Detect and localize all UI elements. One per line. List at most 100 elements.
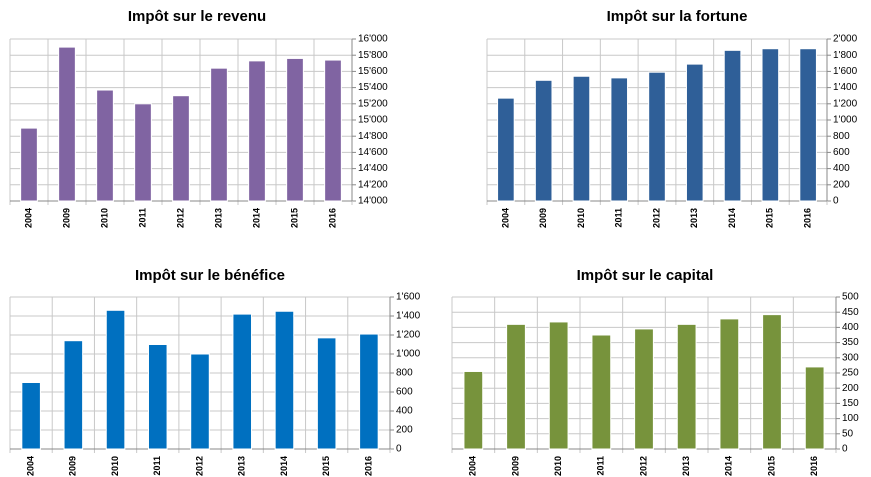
y-tick-label: 1'400 xyxy=(833,82,858,93)
x-tick-label: 2016 xyxy=(809,456,819,476)
x-tick-label: 2015 xyxy=(766,456,776,476)
x-tick-label: 2011 xyxy=(137,208,147,228)
x-tick-label: 2014 xyxy=(727,208,737,228)
bar xyxy=(134,103,152,202)
x-tick-label: 2010 xyxy=(553,456,563,476)
bar xyxy=(762,314,782,450)
y-tick-label: 0 xyxy=(842,444,848,455)
x-tick-label: 2004 xyxy=(25,456,35,476)
x-tick-label: 2011 xyxy=(152,456,162,476)
y-tick-label: 0 xyxy=(833,196,839,207)
y-tick-label: 1'600 xyxy=(396,292,421,303)
bar xyxy=(548,321,569,450)
bar xyxy=(534,79,553,202)
x-tick-label: 2014 xyxy=(279,456,289,476)
bar xyxy=(799,48,817,202)
x-tick-label: 2012 xyxy=(194,456,204,476)
x-tick-label: 2012 xyxy=(651,208,661,228)
y-tick-label: 400 xyxy=(833,163,850,174)
x-tick-label: 2013 xyxy=(681,456,691,476)
y-tick-label: 400 xyxy=(842,322,859,333)
y-tick-label: 14'200 xyxy=(358,179,388,190)
bar xyxy=(359,333,379,450)
y-tick-label: 15'800 xyxy=(358,50,388,61)
x-tick-label: 2011 xyxy=(614,208,624,228)
y-tick-label: 200 xyxy=(396,425,413,436)
y-tick-label: 0 xyxy=(396,444,402,455)
y-tick-label: 1'000 xyxy=(833,115,858,126)
y-tick-label: 15'600 xyxy=(358,66,388,77)
y-tick-label: 1'600 xyxy=(833,66,858,77)
x-tick-label: 2013 xyxy=(213,208,223,228)
y-tick-label: 800 xyxy=(833,131,850,142)
chart-title: Impôt sur la fortune xyxy=(607,8,748,25)
bar xyxy=(96,89,114,202)
y-tick-label: 600 xyxy=(833,147,850,158)
x-tick-label: 2010 xyxy=(576,208,586,228)
bar xyxy=(723,49,742,202)
bar xyxy=(58,46,76,202)
y-tick-label: 1'000 xyxy=(396,349,421,360)
x-tick-label: 2009 xyxy=(68,456,78,476)
bar xyxy=(685,63,704,202)
bar xyxy=(591,334,612,450)
y-tick-label: 2'000 xyxy=(833,34,858,45)
bar xyxy=(63,340,84,450)
x-tick-label: 2015 xyxy=(289,208,299,228)
x-tick-label: 2009 xyxy=(538,208,548,228)
chart-title: Impôt sur le bénéfice xyxy=(135,267,285,284)
bar xyxy=(20,127,38,202)
x-tick-label: 2013 xyxy=(237,456,247,476)
x-tick-label: 2009 xyxy=(510,456,520,476)
bar xyxy=(572,75,591,202)
x-tick-label: 2015 xyxy=(765,208,775,228)
x-tick-label: 2013 xyxy=(689,208,699,228)
x-tick-label: 2016 xyxy=(802,208,812,228)
y-tick-label: 150 xyxy=(842,398,859,409)
bar xyxy=(210,67,228,202)
y-tick-label: 250 xyxy=(842,368,859,379)
bar xyxy=(147,344,168,450)
bar xyxy=(105,309,126,450)
x-tick-label: 2004 xyxy=(468,456,478,476)
y-tick-label: 14'400 xyxy=(358,163,388,174)
y-tick-label: 16'000 xyxy=(358,34,388,45)
bar xyxy=(21,382,41,450)
x-tick-label: 2014 xyxy=(724,456,734,476)
bar xyxy=(324,59,342,202)
y-tick-label: 200 xyxy=(842,383,859,394)
y-tick-label: 15'200 xyxy=(358,98,388,109)
bar xyxy=(497,97,515,202)
x-tick-label: 2010 xyxy=(99,208,109,228)
y-tick-label: 15'400 xyxy=(358,82,388,93)
y-tick-label: 800 xyxy=(396,368,413,379)
bar xyxy=(761,48,780,202)
bar xyxy=(286,57,304,202)
x-tick-label: 2009 xyxy=(61,208,71,228)
bar xyxy=(610,77,629,202)
y-tick-label: 100 xyxy=(842,413,859,424)
bar xyxy=(248,60,266,202)
bar xyxy=(463,370,484,450)
bar xyxy=(719,318,740,450)
y-tick-label: 450 xyxy=(842,307,859,318)
x-tick-label: 2012 xyxy=(175,208,185,228)
bar xyxy=(648,71,666,202)
bar xyxy=(172,95,190,202)
chart-title: Impôt sur le capital xyxy=(577,267,714,284)
x-tick-label: 2014 xyxy=(251,208,261,228)
y-tick-label: 400 xyxy=(396,406,413,417)
x-tick-label: 2011 xyxy=(596,456,606,476)
bar xyxy=(676,323,697,450)
y-tick-label: 1'200 xyxy=(396,330,421,341)
x-tick-label: 2016 xyxy=(327,208,337,228)
x-tick-label: 2012 xyxy=(638,456,648,476)
x-tick-label: 2010 xyxy=(110,456,120,476)
y-tick-label: 1'400 xyxy=(396,311,421,322)
y-tick-label: 500 xyxy=(842,292,859,303)
y-tick-label: 300 xyxy=(842,352,859,363)
x-tick-label: 2004 xyxy=(500,208,510,228)
bar xyxy=(316,337,337,450)
y-tick-label: 14'600 xyxy=(358,147,388,158)
